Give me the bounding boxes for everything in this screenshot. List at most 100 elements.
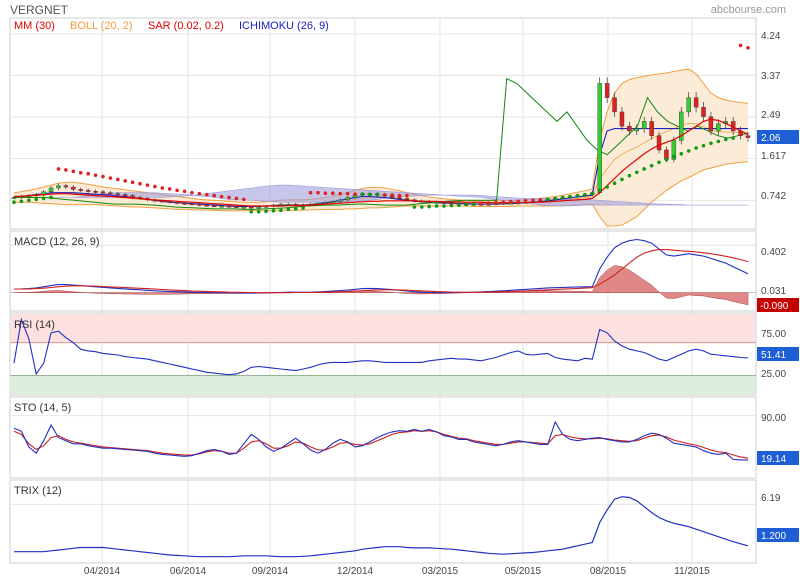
sar-point <box>115 177 120 182</box>
candle-body <box>204 204 209 207</box>
candle-body <box>686 97 691 113</box>
legend-boll[interactable]: BOLL (20, 2) <box>70 20 133 32</box>
legend-mm[interactable]: MM (30) <box>14 20 55 32</box>
price-ytick-label: 4.24 <box>761 31 781 42</box>
rsi-oversold-zone <box>11 375 755 394</box>
sar-point <box>412 205 417 209</box>
candle-body <box>56 185 61 189</box>
sar-point <box>597 188 602 193</box>
sar-point <box>575 193 580 198</box>
trix-current-value: 1.200 <box>761 531 786 542</box>
sar-point <box>731 136 735 140</box>
sar-point <box>256 209 261 214</box>
sar-point <box>471 202 476 206</box>
marks-layer <box>11 43 751 558</box>
sar-point <box>56 167 61 171</box>
candle-body <box>671 140 677 160</box>
price-current-value: 2.06 <box>761 133 781 144</box>
chikou-line <box>14 77 749 210</box>
candle-body <box>256 206 261 209</box>
sar-point <box>64 168 68 172</box>
x-tick-label: 05/2015 <box>505 566 542 577</box>
sar-point <box>723 137 728 142</box>
candle-body <box>11 197 17 199</box>
sar-point <box>27 198 31 203</box>
legend-sar[interactable]: SAR (0.02, 0.2) <box>148 20 224 32</box>
candle-body <box>211 205 217 207</box>
sar-point <box>382 193 387 197</box>
sar-point <box>101 174 105 179</box>
y-tick-labels: 4.24 3.37 2.49 1.617 0.742 0.402 0.031 7… <box>761 31 786 504</box>
candle-body <box>189 203 195 206</box>
price-value-tag <box>757 130 799 144</box>
sar-point <box>368 192 372 197</box>
sto-value-tag <box>757 451 799 465</box>
sar-point <box>93 173 98 177</box>
sar-point <box>464 202 469 207</box>
candle-body <box>679 111 684 141</box>
sar-point <box>293 207 298 211</box>
candle-body <box>115 193 121 196</box>
x-tick-label: 08/2015 <box>590 566 627 577</box>
sar-point <box>145 183 150 187</box>
legend-macd[interactable]: MACD (12, 26, 9) <box>14 236 100 248</box>
candle-body <box>219 205 224 208</box>
sar-point <box>642 167 647 171</box>
macd-panel <box>9 230 757 312</box>
price-ytick-label: 2.49 <box>761 110 781 121</box>
bollinger-lower-line <box>14 161 749 227</box>
sar-point <box>108 176 113 180</box>
rsi-ytick-label: 25.00 <box>761 369 786 380</box>
candle-body <box>641 121 647 129</box>
macd-line <box>13 238 749 294</box>
moving-average-line <box>13 118 749 207</box>
candle-body <box>63 185 69 188</box>
sar-point <box>523 199 528 203</box>
sar-point <box>612 181 617 186</box>
sar-point <box>657 160 661 165</box>
candle-body <box>634 128 640 132</box>
candle-body <box>249 206 254 209</box>
sar-point <box>34 197 39 202</box>
sar-point <box>197 191 202 196</box>
sar-point <box>686 149 691 153</box>
legend-sto[interactable]: STO (14, 5) <box>14 402 71 414</box>
sar-point <box>716 139 721 144</box>
sar-point <box>449 203 454 208</box>
legend-rsi[interactable]: RSI (14) <box>14 319 55 331</box>
sar-point <box>71 169 76 174</box>
sar-point <box>457 203 461 207</box>
candle-body <box>85 190 91 192</box>
rsi-panel <box>9 312 757 396</box>
sar-point <box>546 197 550 202</box>
sar-point <box>264 209 268 214</box>
x-tick-label: 03/2015 <box>422 566 459 577</box>
sar-point <box>590 191 595 196</box>
sar-point <box>331 191 335 196</box>
sar-point <box>338 191 343 196</box>
sar-point <box>323 191 328 196</box>
sar-point <box>212 193 216 198</box>
sar-point <box>442 204 446 208</box>
candle-body <box>404 198 410 201</box>
sto-ytick-label: 90.00 <box>761 413 786 424</box>
sar-point <box>271 208 276 213</box>
sar-point <box>167 187 172 191</box>
legend-ichimoku[interactable]: ICHIMOKU (26, 9) <box>239 20 329 32</box>
legend-trix[interactable]: TRIX (12) <box>14 485 62 497</box>
x-tick-label: 12/2014 <box>337 566 374 577</box>
candle-body <box>619 111 625 127</box>
price-ytick-label: 1.617 <box>761 151 786 162</box>
sar-point <box>508 199 513 204</box>
sar-point <box>746 45 750 50</box>
candle-body <box>397 197 402 199</box>
trix-ytick-label: 6.19 <box>761 493 781 504</box>
sar-point <box>397 193 402 198</box>
sar-point <box>12 200 16 205</box>
macd-histogram <box>13 265 749 306</box>
x-tick-label: 11/2015 <box>674 566 710 577</box>
sar-point <box>405 193 409 198</box>
candle-body <box>597 83 602 193</box>
stochastic-d-line <box>13 430 749 459</box>
